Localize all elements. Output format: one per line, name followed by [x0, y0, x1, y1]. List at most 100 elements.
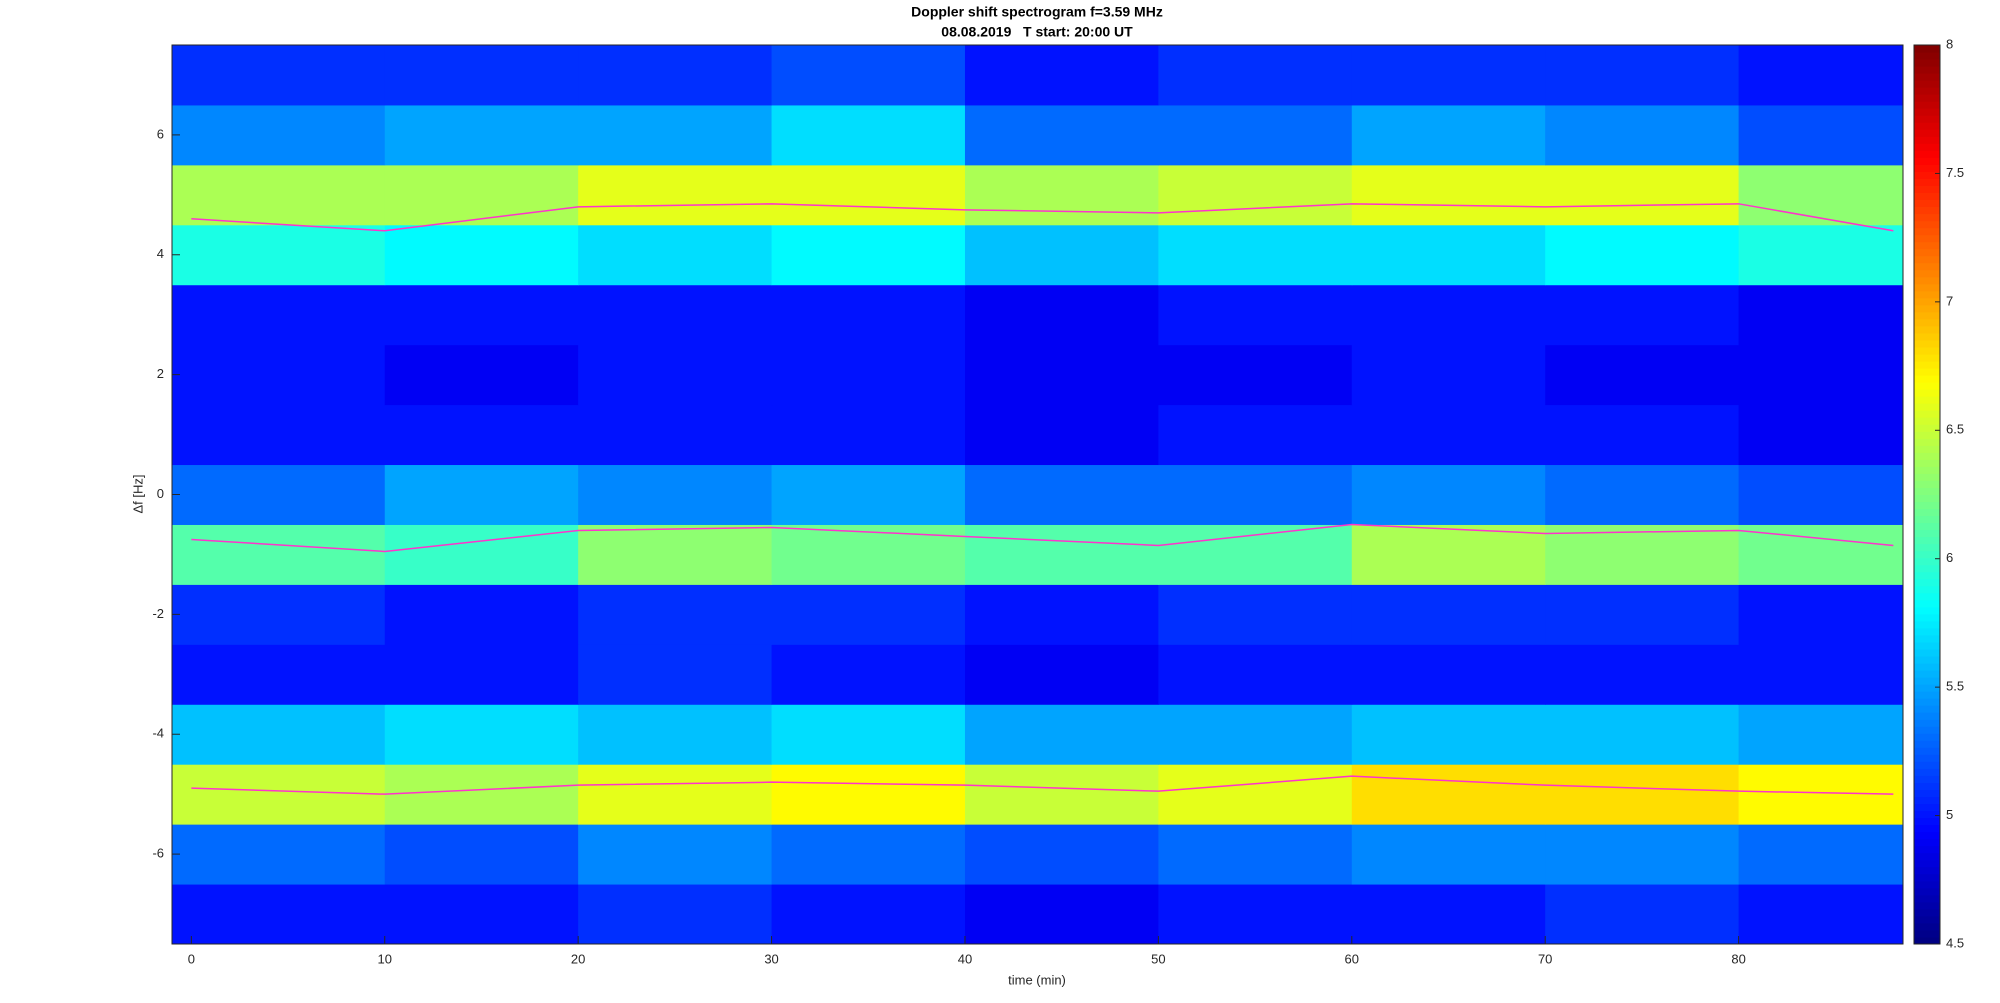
- heatmap-cell: [1351, 824, 1546, 885]
- colorbar-swatch: [1914, 599, 1940, 608]
- colorbar-swatch: [1914, 87, 1940, 95]
- heatmap-cell: [578, 45, 773, 106]
- heatmap-cell: [384, 464, 579, 525]
- heatmap-cell: [771, 104, 966, 166]
- heatmap-cell: [964, 284, 1159, 346]
- heatmap-cell: [578, 884, 773, 945]
- heatmap-cell: [964, 764, 1159, 825]
- colorbar-swatch: [1914, 487, 1940, 495]
- colorbar-swatch: [1914, 276, 1940, 285]
- colorbar-swatch: [1914, 712, 1940, 720]
- x-tick-label: 50: [1151, 951, 1165, 966]
- heatmap-cell: [964, 704, 1159, 765]
- track-line: [191, 203, 1894, 232]
- colorbar-swatch: [1914, 670, 1940, 678]
- colorbar-swatch: [1914, 726, 1940, 734]
- colorbar-tick-label: 6: [1946, 550, 1953, 565]
- heatmap-cell: [1158, 464, 1353, 525]
- colorbar-swatch: [1914, 908, 1940, 917]
- colorbar-swatch: [1914, 627, 1940, 636]
- colorbar-swatch: [1914, 747, 1940, 755]
- heatmap-cell: [1738, 45, 1904, 106]
- colorbar-swatch: [1914, 290, 1940, 299]
- heatmap-cell: [964, 464, 1159, 525]
- colorbar-tick-label: 4.5: [1946, 935, 1964, 950]
- heatmap-cell: [1351, 45, 1546, 106]
- heatmap-cell: [578, 104, 773, 166]
- heatmap-cell: [1351, 884, 1546, 945]
- colorbar-swatch: [1914, 543, 1940, 552]
- heatmap-cell: [578, 824, 773, 885]
- heatmap-cell: [964, 584, 1159, 645]
- colorbar-swatch: [1914, 199, 1940, 208]
- heatmap-cell: [384, 644, 579, 705]
- colorbar-swatch: [1914, 368, 1940, 376]
- colorbar-swatch: [1914, 164, 1940, 172]
- colorbar-swatch: [1914, 796, 1940, 805]
- colorbar-swatch: [1914, 515, 1940, 524]
- heatmap-cell: [1351, 464, 1546, 525]
- colorbar-swatch: [1914, 557, 1940, 566]
- heatmap-cell: [1351, 524, 1546, 585]
- colorbar-swatch: [1914, 403, 1940, 411]
- colorbar-swatch: [1914, 494, 1940, 503]
- colorbar-swatch: [1914, 859, 1940, 868]
- colorbar-swatch: [1914, 262, 1940, 271]
- heatmap-cell: [578, 464, 773, 525]
- heatmap-cell: [1738, 584, 1904, 645]
- heatmap-cell: [172, 164, 386, 226]
- colorbar-swatch: [1914, 740, 1940, 748]
- colorbar-swatch: [1914, 122, 1940, 130]
- colorbar-swatch: [1914, 94, 1940, 102]
- heatmap-cell: [771, 644, 966, 705]
- colorbar-swatch: [1914, 101, 1940, 109]
- heatmap-cell: [384, 584, 579, 645]
- colorbar-swatch: [1914, 620, 1940, 629]
- colorbar-swatch: [1914, 613, 1940, 622]
- colorbar-swatch: [1914, 59, 1940, 67]
- colorbar-swatch: [1914, 761, 1940, 769]
- colorbar-swatch: [1914, 73, 1940, 81]
- colorbar-swatch: [1914, 220, 1940, 229]
- colorbar-swatch: [1914, 361, 1940, 369]
- colorbar-swatch: [1914, 178, 1940, 186]
- colorbar-swatch: [1914, 332, 1940, 341]
- heatmap-cell: [1545, 284, 1740, 346]
- heatmap-cell: [1545, 824, 1740, 885]
- colorbar-swatch: [1914, 66, 1940, 74]
- heatmap-cell: [1545, 464, 1740, 525]
- colorbar-swatch: [1914, 915, 1940, 924]
- colorbar-swatch: [1914, 108, 1940, 116]
- heatmap-cell: [1351, 284, 1546, 346]
- heatmap-cell: [1545, 524, 1740, 585]
- colorbar-swatch: [1914, 143, 1940, 151]
- heatmap-cell: [1738, 464, 1904, 525]
- colorbar-swatch: [1914, 424, 1940, 432]
- heatmap-cell: [578, 764, 773, 825]
- heatmap-cell: [964, 104, 1159, 166]
- colorbar-swatch: [1914, 297, 1940, 306]
- heatmap-cell: [578, 524, 773, 585]
- y-tick-label: -6: [152, 846, 164, 861]
- heatmap-cell: [384, 164, 579, 226]
- heatmap-cell: [1351, 764, 1546, 825]
- colorbar-swatch: [1914, 634, 1940, 643]
- colorbar-swatch: [1914, 410, 1940, 418]
- heatmap-cell: [1545, 164, 1740, 226]
- colorbar-swatch: [1914, 241, 1940, 250]
- heatmap-cell: [384, 764, 579, 825]
- heatmap-cell: [771, 584, 966, 645]
- heatmap-cell: [771, 704, 966, 765]
- heatmap-cell: [172, 584, 386, 645]
- colorbar-swatch: [1914, 508, 1940, 517]
- chart-subtitle: 08.08.2019 T start: 20:00 UT: [941, 24, 1133, 40]
- heatmap-cell: [172, 45, 386, 106]
- heatmap-cell: [1738, 884, 1904, 945]
- heatmap-cell: [1545, 644, 1740, 705]
- colorbar-swatch: [1914, 227, 1940, 236]
- heatmap-cell: [964, 344, 1159, 406]
- colorbar-swatch: [1914, 564, 1940, 573]
- heatmap-cell: [1351, 704, 1546, 765]
- x-tick-label: 30: [764, 951, 778, 966]
